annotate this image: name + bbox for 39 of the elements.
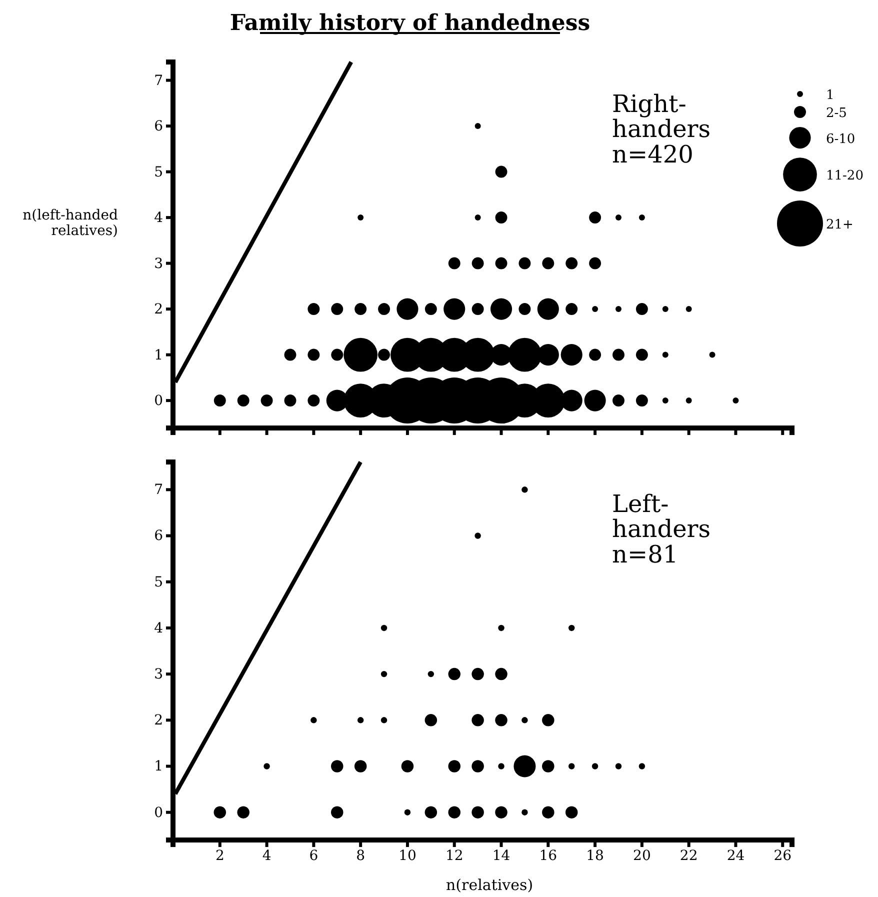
y-tick-label: 4 (154, 210, 164, 226)
y-tick-label: 7 (154, 482, 163, 498)
y-tick-label: 3 (154, 666, 163, 683)
legend-label: 2-5 (826, 106, 847, 121)
legend-label: 6-10 (826, 132, 856, 147)
x-tick-label: 4 (262, 848, 272, 864)
y-tick-label: 3 (154, 256, 163, 272)
chart-title: Family history of handedness (230, 10, 590, 36)
x-tick-label: 8 (356, 848, 366, 864)
x-tick-label: 10 (398, 848, 416, 864)
x-tick-label: 22 (680, 848, 698, 864)
legend-label: 1 (826, 88, 834, 103)
y-tick-label: 0 (154, 393, 163, 410)
x-tick-label: 24 (726, 848, 745, 864)
x-tick-label: 2 (215, 848, 224, 864)
annotation: Left-handers n=81 (612, 490, 711, 568)
y-tick-label: 6 (154, 528, 164, 544)
x-tick-label: 16 (539, 848, 558, 864)
legend-label: 21+ (826, 217, 854, 232)
y-tick-label: 2 (154, 302, 163, 318)
y-tick-label: 2 (154, 712, 163, 729)
y-tick-label: 1 (154, 758, 163, 775)
annotation: Right-handers n=420 (612, 90, 711, 168)
x-axis-title: n(relatives) (446, 876, 534, 894)
legend-label: 11-20 (826, 168, 864, 184)
x-tick-label: 14 (492, 848, 510, 864)
y-tick-label: 0 (154, 804, 163, 821)
y-axis-title: n(left-handed relatives) (22, 208, 118, 239)
y-tick-label: 5 (154, 164, 163, 180)
x-tick-label: 20 (633, 848, 651, 864)
y-tick-label: 6 (154, 118, 164, 135)
x-tick-label: 18 (586, 848, 604, 864)
y-tick-label: 5 (154, 574, 163, 590)
x-tick-label: 12 (445, 848, 464, 864)
y-tick-label: 1 (154, 347, 163, 364)
y-tick-label: 4 (154, 620, 164, 636)
y-tick-label: 7 (154, 72, 163, 89)
x-tick-label: 26 (774, 848, 792, 864)
x-tick-label: 6 (309, 848, 318, 864)
